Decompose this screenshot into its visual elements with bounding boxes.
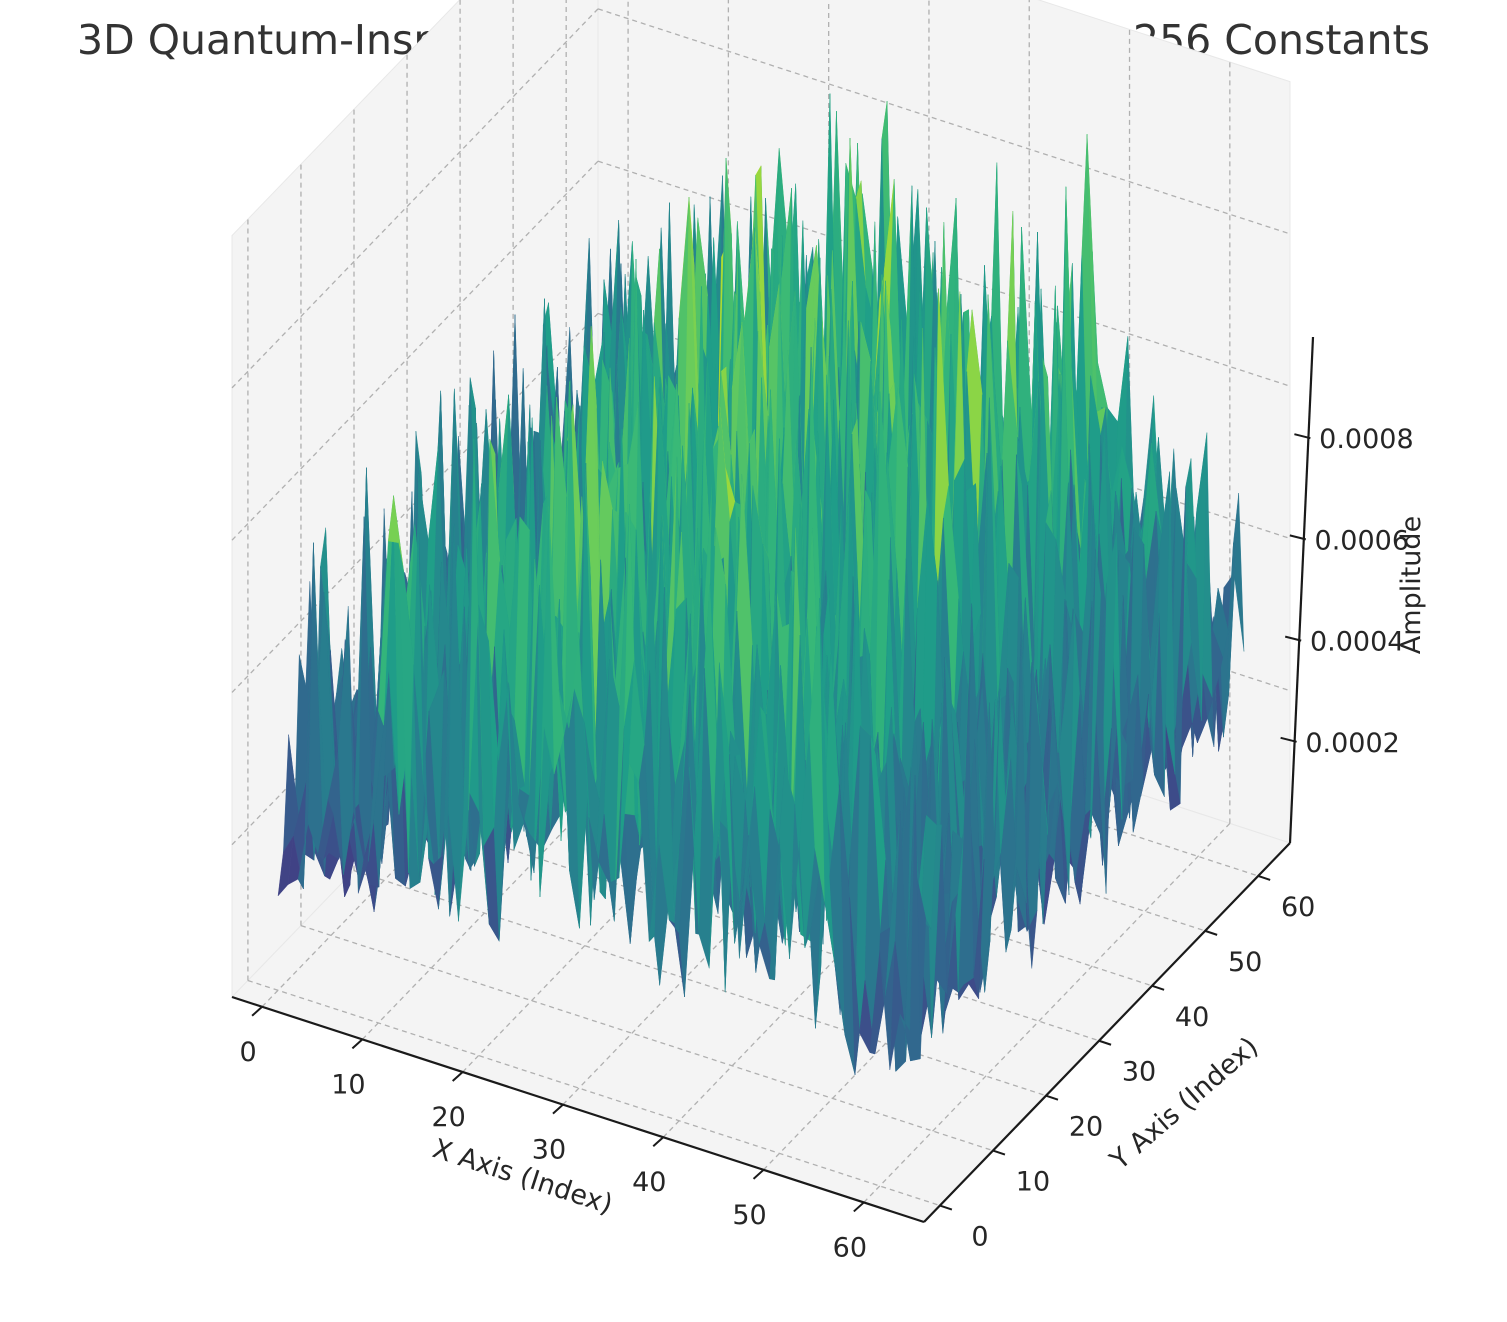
gridline-z [597, 8, 1291, 235]
gridline-z [231, 160, 599, 541]
z-axis-line [1288, 336, 1315, 844]
gridline-z [231, 8, 599, 389]
x-tick-mark [752, 1169, 765, 1180]
gridline-y [353, 870, 1047, 1097]
y-tick-label: 50 [1228, 947, 1262, 978]
x-axis-line [231, 995, 925, 1224]
z-tick-mark [1289, 534, 1307, 541]
y-tick-mark [1204, 929, 1218, 936]
y-tick-label: 40 [1175, 1002, 1209, 1033]
x-tick-mark [552, 1103, 564, 1115]
axis-lines [231, 336, 1315, 1224]
z-tick-label: 0.0006 [1315, 525, 1409, 556]
tick-marks [251, 433, 1311, 1213]
z-tick-label: 0.0008 [1319, 424, 1413, 455]
x-tick-mark [451, 1071, 464, 1082]
surface-patch [899, 775, 916, 1032]
gridline-y [300, 924, 994, 1152]
gridline-x [863, 822, 1231, 1203]
y-tick-label: 10 [1016, 1167, 1050, 1198]
z-tick-mark [1284, 635, 1302, 642]
y-tick-label: 30 [1122, 1057, 1156, 1088]
x-tick-mark [251, 1006, 263, 1017]
y-tick-mark [1151, 984, 1165, 991]
y-tick-label: 0 [971, 1222, 988, 1253]
y-tick-mark [1257, 875, 1271, 881]
surface-mesh [277, 93, 1245, 1075]
x-tick-label: 0 [239, 1037, 256, 1068]
y-tick-label: 60 [1281, 892, 1315, 923]
y-axis-line [923, 842, 1291, 1223]
z-axis-label: Amplitude [1396, 516, 1427, 654]
z-tick-mark [1294, 433, 1311, 440]
x-tick-mark [351, 1038, 364, 1050]
y-tick-mark [939, 1204, 953, 1211]
x-tick-label: 50 [732, 1200, 766, 1231]
z-tick-mark [1280, 736, 1297, 743]
x-tick-label: 20 [431, 1102, 465, 1133]
x-tick-label: 30 [532, 1135, 566, 1166]
x-tick-mark [853, 1201, 865, 1213]
gridline-x [361, 659, 729, 1040]
x-tick-label: 40 [632, 1167, 666, 1198]
y-tick-mark [992, 1149, 1006, 1156]
gridline-y [247, 979, 941, 1207]
x-axis-label: X Axis (Index) [429, 1133, 617, 1220]
x-tick-mark [652, 1136, 664, 1147]
y-tick-mark [1098, 1039, 1112, 1046]
z-tick-label: 0.0004 [1310, 627, 1404, 658]
y-tick-label: 20 [1069, 1112, 1103, 1143]
x-tick-label: 60 [833, 1232, 867, 1263]
z-tick-label: 0.0002 [1305, 728, 1399, 759]
x-tick-label: 10 [331, 1069, 365, 1100]
y-tick-mark [1045, 1094, 1059, 1101]
y-axis-label: Y Axis (Index) [1104, 1031, 1265, 1176]
